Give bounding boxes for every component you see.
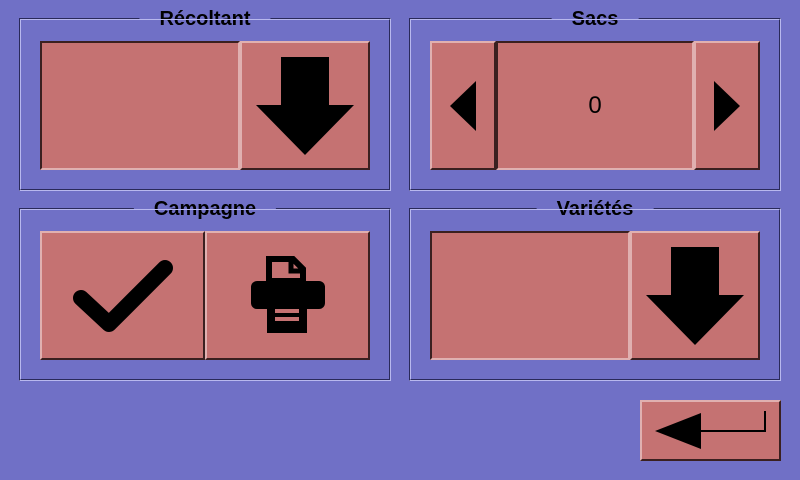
back-button[interactable] — [640, 400, 781, 461]
recoltant-dropdown-button[interactable] — [240, 41, 370, 170]
sacs-value: 0 — [588, 91, 602, 119]
varietes-dropdown-button[interactable] — [630, 231, 760, 360]
printer-icon — [250, 255, 325, 333]
sacs-value-field[interactable]: 0 — [496, 41, 694, 170]
varietes-label: Variétés — [536, 198, 654, 220]
campagne-group: Campagne — [19, 198, 391, 381]
triangle-right-icon — [714, 80, 740, 131]
validate-button[interactable] — [40, 231, 205, 360]
varietes-field[interactable] — [430, 231, 630, 360]
triangle-left-icon — [450, 80, 476, 131]
recoltant-group: Récoltant — [19, 8, 391, 191]
checkmark-icon — [72, 259, 173, 332]
varietes-group: Variétés — [409, 198, 781, 381]
sacs-label: Sacs — [551, 8, 639, 30]
recoltant-label: Récoltant — [139, 8, 271, 30]
arrow-left-return-icon — [654, 410, 766, 449]
campagne-label: Campagne — [133, 198, 277, 220]
sacs-decrement-button[interactable] — [430, 41, 496, 170]
arrow-down-icon — [646, 246, 744, 345]
sacs-group: Sacs 0 — [409, 8, 781, 191]
print-button[interactable] — [205, 231, 370, 360]
recoltant-field[interactable] — [40, 41, 240, 170]
arrow-down-icon — [256, 56, 354, 155]
sacs-increment-button[interactable] — [694, 41, 760, 170]
